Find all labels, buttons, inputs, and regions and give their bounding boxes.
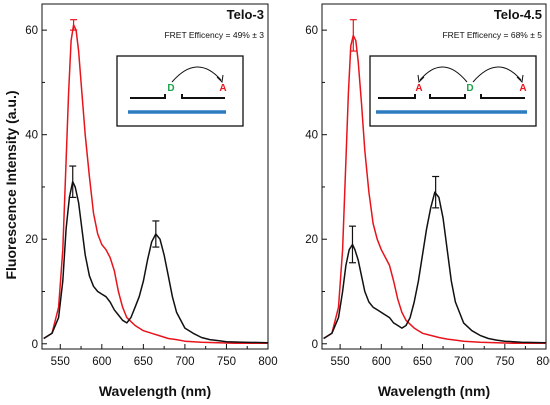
fret-arrow-left (419, 66, 468, 83)
error-bar (348, 225, 356, 264)
x-axis-label: Wavelength (nm) (378, 383, 490, 399)
x-tick-label: 800 (258, 356, 277, 368)
y-tick-label: 60 (25, 25, 38, 37)
y-tick-label: 20 (25, 234, 38, 246)
inset-diagram: A D A (369, 55, 537, 127)
red-spectrum-line (43, 24, 268, 345)
inset-frame (116, 55, 244, 127)
panel-title: Telo-3 (227, 7, 264, 22)
x-tick-label: 700 (175, 356, 194, 368)
chart-panel-telo-3: 550 600 650 700 750 800 0 20 40 60 Telo-3 FRET Ef… (25, 3, 278, 399)
red-spectrum-line (323, 34, 546, 345)
strand-middle (429, 94, 466, 99)
y-tick-label: 0 (32, 339, 38, 351)
y-axis-label: Fluorescence Intensity (a.u.) (3, 90, 19, 279)
error-bar (70, 19, 78, 31)
strand-right (480, 94, 525, 99)
x-tick-label: 700 (454, 356, 473, 368)
x-tick-label: 550 (51, 356, 70, 368)
inset-diagram: D A (116, 55, 244, 127)
acceptor-label-right: A (519, 83, 526, 94)
x-tick-label: 600 (92, 356, 111, 368)
black-spectrum-line (43, 180, 269, 344)
y-tick-label: 40 (25, 130, 38, 142)
inset-frame (369, 55, 537, 127)
panel-title: Telo-4.5 (494, 7, 542, 22)
fret-efficiency-label: FRET Efficency = 68% ± 5 (442, 30, 542, 40)
x-tick-label: 800 (536, 356, 550, 368)
x-tick-label: 750 (495, 356, 514, 368)
x-tick-label: 600 (372, 356, 391, 368)
plot-frame (41, 3, 269, 350)
error-bar (432, 175, 440, 209)
plot-frame (321, 3, 547, 350)
chart-panel-telo-4-5: 550 600 650 700 750 800 0 20 40 60 Telo-4.5 FRET … (305, 3, 550, 399)
donor-label: D (466, 83, 473, 94)
arrow-head-left (417, 74, 425, 84)
x-tick-label: 550 (331, 356, 350, 368)
arrow-head (216, 74, 224, 84)
error-bar (152, 220, 160, 248)
error-bar (69, 165, 77, 199)
strand-left (130, 94, 166, 99)
fret-arrow-right (472, 66, 522, 83)
y-tick-label: 60 (305, 25, 318, 37)
x-tick-label: 750 (217, 356, 236, 368)
y-tick-label: 40 (305, 130, 318, 142)
acceptor-label: A (219, 83, 226, 94)
acceptor-label-left: A (415, 83, 422, 94)
fret-efficiency-label: FRET Efficency = 49% ± 3 (164, 30, 264, 40)
strand-right (181, 94, 225, 99)
fret-arrow (171, 66, 222, 83)
y-tick-label: 20 (305, 234, 318, 246)
y-tick-label: 0 (312, 339, 318, 351)
donor-label: D (167, 83, 174, 94)
arrow-head-right (516, 74, 524, 84)
error-bar (349, 19, 357, 52)
x-tick-label: 650 (413, 356, 432, 368)
black-spectrum-line (323, 191, 547, 344)
x-axis-label: Wavelength (nm) (99, 383, 211, 399)
strand-left (378, 94, 416, 99)
x-tick-label: 650 (134, 356, 153, 368)
